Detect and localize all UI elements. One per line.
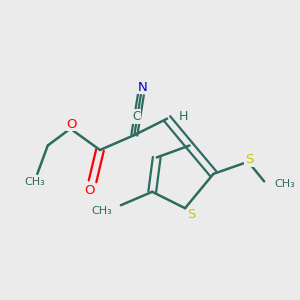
Text: H: H bbox=[179, 110, 188, 123]
Text: CH₃: CH₃ bbox=[24, 177, 45, 187]
Text: S: S bbox=[188, 208, 196, 221]
Text: CH₃: CH₃ bbox=[92, 206, 112, 216]
Text: O: O bbox=[84, 184, 95, 197]
Text: S: S bbox=[245, 153, 253, 166]
Text: CH₃: CH₃ bbox=[274, 179, 296, 189]
Text: N: N bbox=[137, 81, 147, 94]
Text: C: C bbox=[132, 110, 140, 123]
Text: O: O bbox=[66, 118, 77, 130]
